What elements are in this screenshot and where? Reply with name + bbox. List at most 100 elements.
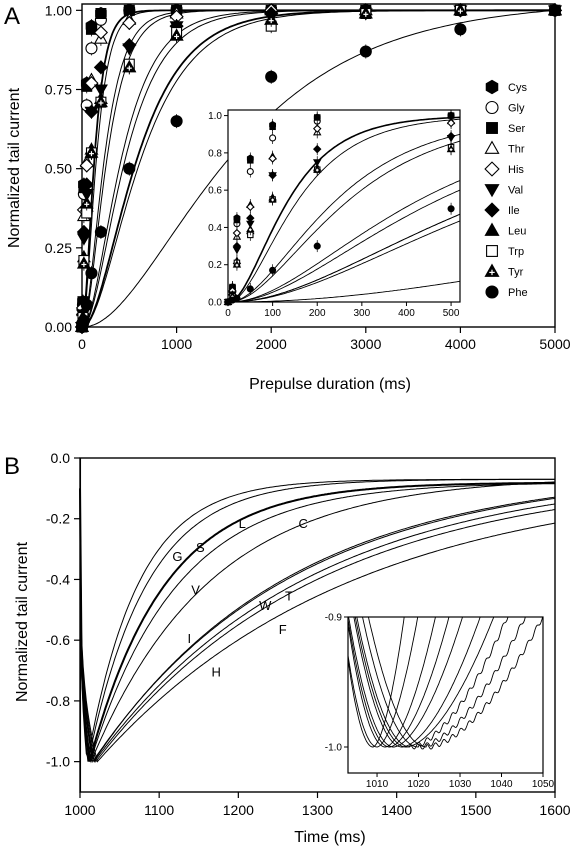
inset-a-point-phe bbox=[313, 242, 321, 250]
inset-a-fit-val bbox=[228, 189, 461, 303]
inset-b-x-tick-label: 1050 bbox=[532, 779, 555, 790]
panel-b-y-tick-label: -0.2 bbox=[46, 511, 70, 527]
inset-a-fit-tyr bbox=[228, 220, 461, 303]
panel-a-point-ile bbox=[84, 104, 99, 119]
panel-b-trace-label-v: V bbox=[191, 583, 200, 598]
legend-marker-val bbox=[484, 184, 500, 198]
panel-b-trace-i bbox=[79, 488, 556, 763]
inset-b-x-tick-label: 1030 bbox=[449, 779, 472, 790]
inset-a-fit-ile bbox=[228, 180, 461, 303]
panel-b-y-tick-label: -0.6 bbox=[46, 632, 70, 648]
legend-label-val: Val bbox=[508, 185, 523, 197]
panel-a-y-tick-label: 0.75 bbox=[45, 82, 72, 98]
legend-marker-ser bbox=[486, 122, 498, 134]
inset-a-point-gly bbox=[246, 167, 254, 176]
inset-a-y-tick-label: 0.6 bbox=[208, 186, 222, 197]
panel-a-y-tick-label: 1.00 bbox=[45, 2, 72, 18]
panel-a-x-tick-label: 5000 bbox=[539, 336, 570, 352]
panel-a-point-phe bbox=[85, 267, 98, 280]
panel-a-legend: Cys Gly Ser Thr His Val Ile Leu Trp Tyr Phe bbox=[484, 79, 528, 299]
inset-a-point-ile bbox=[232, 241, 242, 251]
panel-b-trace-v bbox=[79, 481, 555, 764]
panel-b-x-tick-label: 1000 bbox=[64, 802, 95, 818]
panel-a-point-phe bbox=[265, 70, 278, 83]
inset-b-x-tick-label: 1010 bbox=[366, 779, 389, 790]
panel-label-a: A bbox=[4, 3, 20, 30]
inset-a-point-ser bbox=[247, 157, 254, 164]
panel-b-trace-label-w: W bbox=[259, 598, 272, 613]
legend-marker-leu bbox=[484, 222, 500, 236]
panel-a-x-tick-label: 3000 bbox=[350, 336, 381, 352]
panel-a-inset: 0 100 200 300 400 500 0.0 0.2 0.4 0.6 0.8 1.0 bbox=[208, 109, 461, 319]
panel-b-x-tick-label: 1400 bbox=[381, 802, 412, 818]
panel-a-point-his bbox=[93, 25, 109, 40]
legend-marker-trp bbox=[486, 245, 498, 257]
panel-a-x-tick-label: 2000 bbox=[256, 336, 287, 352]
legend-marker-cys bbox=[485, 79, 499, 95]
legend-label-trp: Trp bbox=[508, 246, 524, 258]
panel-a-point-phe bbox=[170, 115, 183, 128]
panel-a-point-phe bbox=[359, 45, 372, 58]
inset-a-fit-his bbox=[227, 133, 461, 303]
panel-a-point-ile bbox=[93, 60, 109, 75]
inset-a-y-tick-label: 0.4 bbox=[208, 223, 222, 234]
inset-a-point-his bbox=[232, 228, 242, 238]
panel-a-point-phe bbox=[454, 23, 467, 36]
panel-a-y-tick-label: 0.50 bbox=[45, 161, 72, 177]
panel-b-trace-label-g: G bbox=[172, 549, 182, 564]
inset-b-trace-i bbox=[356, 617, 509, 750]
panel-a-point-ser bbox=[85, 23, 97, 35]
inset-a-y-tick-label: 0.8 bbox=[208, 148, 222, 159]
inset-a-point-his bbox=[268, 154, 277, 163]
panel-b-y-tick-label: -0.8 bbox=[46, 693, 70, 709]
panel-a-point-val bbox=[93, 84, 108, 97]
panel-b-trace-label-h: H bbox=[211, 665, 220, 680]
panel-b-trace-t bbox=[79, 488, 556, 762]
inset-a-point-his bbox=[246, 202, 255, 212]
panel-b-trace-l bbox=[79, 481, 555, 762]
panel-a-x-axis-title: Prepulse duration (ms) bbox=[249, 376, 411, 393]
panel-a-point-phe bbox=[94, 225, 107, 239]
legend-marker-gly bbox=[485, 100, 499, 115]
inset-b-x-tick-label: 1020 bbox=[407, 779, 430, 790]
panel-label-b: B bbox=[4, 453, 20, 480]
inset-a-fit-trp bbox=[228, 213, 461, 303]
panel-b-y-tick-label: -0.4 bbox=[46, 571, 70, 587]
inset-b-trace-t bbox=[354, 617, 495, 748]
panel-a-point-phe bbox=[77, 314, 90, 327]
panel-b-x-tick-label: 1500 bbox=[460, 802, 491, 818]
legend-marker-ile bbox=[484, 202, 500, 218]
panel-b-trace-h bbox=[79, 488, 556, 763]
inset-a-point-ile bbox=[246, 213, 255, 223]
panel-b-x-tick-label: 1600 bbox=[539, 802, 570, 818]
panel-a-y-tick-label: 0.00 bbox=[45, 319, 72, 335]
inset-b-y-tick-label: -0.9 bbox=[325, 613, 343, 624]
inset-b-trace-w bbox=[353, 617, 481, 748]
panel-a-point-his bbox=[84, 76, 99, 91]
panel-b-x-tick-label: 1100 bbox=[144, 802, 174, 818]
inset-b-traces bbox=[348, 617, 543, 750]
legend-marker-his bbox=[484, 161, 500, 177]
panel-b-trace-s bbox=[79, 478, 555, 762]
panel-b-x-tick-label: 1200 bbox=[223, 802, 254, 818]
panel-b-plot: 1000 1100 1200 1300 1400 1500 1600 0.0 -0.2 -0.4 -… bbox=[46, 450, 571, 818]
inset-b-trace-f bbox=[362, 617, 526, 750]
inset-a-point-ile bbox=[268, 171, 277, 180]
legend-marker-thr bbox=[484, 140, 500, 154]
legend-label-his: His bbox=[508, 164, 524, 176]
panel-b-trace-label-c: C bbox=[299, 516, 308, 531]
legend-label-phe: Phe bbox=[508, 287, 528, 299]
inset-a-point-gly bbox=[269, 134, 277, 142]
panel-b-y-tick-label: -1.0 bbox=[46, 754, 70, 770]
panel-b-trace-label-l: L bbox=[239, 516, 246, 531]
panel-a-y-axis-title: Normalized tail current bbox=[6, 87, 23, 248]
panel-b-y-tick-label: 0.0 bbox=[51, 450, 71, 466]
panel-a-fit-tyr bbox=[82, 9, 555, 328]
inset-a-point-phe bbox=[246, 285, 254, 293]
inset-a-fit-ser bbox=[227, 116, 461, 303]
legend-label-leu: Leu bbox=[508, 226, 526, 238]
inset-a-fit-gly bbox=[227, 118, 461, 303]
legend-label-tyr: Tyr bbox=[508, 267, 524, 279]
panel-a-point-his bbox=[79, 158, 94, 173]
